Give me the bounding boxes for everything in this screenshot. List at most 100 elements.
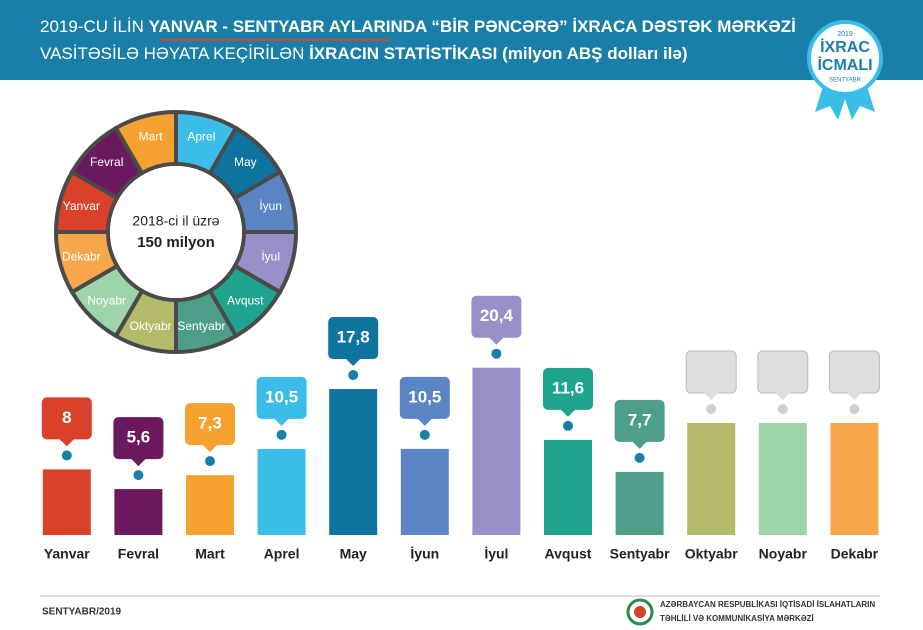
footer-org: TƏHLİLİ VƏ KOMMUNİKASİYA MƏRKƏZİ — [660, 614, 814, 623]
donut: Yanvar Fevral Mart Aprel May İyun İyul AvqustSe… — [53, 109, 299, 355]
title-line-2: VASİTƏSİLƏ HƏYATA KEÇİRİLƏN İXRACIN STAT… — [40, 44, 688, 63]
bubble-dot — [276, 429, 287, 440]
bubble-dot — [205, 456, 215, 467]
bubble-pointer — [703, 392, 720, 400]
x-tick-label: May — [340, 546, 367, 562]
x-tick-label: Aprel — [264, 546, 300, 562]
bubble-pointer — [774, 392, 791, 400]
x-tick-label: Oktyabr — [685, 546, 738, 562]
emblem-center — [634, 606, 646, 618]
badge-text: İXRAC — [820, 38, 870, 56]
header-band — [0, 0, 923, 80]
donut-segment — [53, 230, 120, 295]
placeholder-bar — [758, 423, 807, 535]
title-part: İXRACIN STATİSTİKASI — [309, 44, 497, 63]
value-label: 20,4 — [480, 306, 514, 325]
bubble-dot — [133, 470, 144, 481]
x-tick-label: İyun — [410, 546, 439, 562]
bar — [42, 469, 91, 535]
value-label: 10,5 — [408, 387, 441, 406]
bar — [257, 448, 306, 535]
footer-date: SENTYABR/2019 — [42, 607, 122, 618]
donut-label: May — [234, 155, 257, 169]
bubble — [757, 350, 809, 394]
donut-annotation-value: 150 milyon — [137, 234, 215, 251]
value-label: 5,6 — [127, 428, 151, 447]
bubble-pointer — [846, 392, 863, 400]
badge-year: 2019 — [837, 31, 853, 38]
bubble — [41, 397, 92, 440]
x-tick-label: Avqust — [545, 546, 592, 562]
bubble-dot — [777, 404, 788, 414]
donut-label: Noyabr — [87, 293, 126, 307]
bubble — [828, 350, 880, 394]
footer-org: AZƏRBAYCAN RESPUBLİKASI İQTİSADİ İSLAHAT… — [660, 600, 875, 609]
donut-label: Yanvar — [63, 199, 100, 213]
donut-label: İyul — [261, 250, 280, 264]
bar-chart: Yanvar 8 Fevral 5,6 Mart 7,3 Aprel 10,5 May 17,8 İ… — [41, 295, 880, 562]
value-label: 8 — [62, 408, 71, 427]
bubble-dot — [634, 452, 645, 463]
x-tick-label: Noyabr — [759, 546, 808, 562]
bubble-pointer — [416, 417, 433, 426]
x-tick-label: Fevral — [118, 546, 159, 562]
x-tick-label: Yanvar — [44, 546, 90, 562]
x-tick-label: Mart — [195, 546, 225, 562]
bubble-dot — [348, 370, 359, 381]
bubble-dot — [849, 404, 860, 414]
bubble-pointer — [273, 417, 290, 426]
bar — [400, 448, 449, 535]
bubble — [256, 376, 307, 419]
bubble-pointer — [58, 438, 75, 447]
bubble — [471, 295, 522, 338]
bubble — [543, 367, 593, 410]
donut-label: Oktyabr — [130, 319, 172, 333]
donut-annotation: 2018-ci il üzrə — [132, 213, 219, 229]
x-tick-label: İyul — [484, 546, 508, 562]
bubble-pointer — [130, 458, 147, 467]
donut-label: Dekabr — [62, 250, 101, 264]
bubble — [328, 317, 379, 360]
value-label: 11,6 — [552, 378, 584, 397]
bar — [114, 489, 163, 535]
bubble-dot — [61, 450, 72, 461]
x-tick-label: Sentyabr — [610, 546, 670, 562]
bubble — [113, 417, 164, 460]
bar — [186, 475, 234, 535]
donut-label: Aprel — [187, 130, 215, 144]
bubble-dot — [706, 404, 717, 414]
donut-label: Fevral — [90, 155, 123, 169]
value-label: 10,5 — [265, 387, 298, 406]
title-part: (milyon ABŞ dolları ilə) — [497, 44, 687, 63]
badge-month: SENTYABR — [829, 78, 862, 84]
placeholder-bar — [830, 423, 879, 535]
bubble-pointer — [345, 358, 362, 367]
value-label: 7,3 — [198, 414, 222, 433]
badge-circle — [807, 20, 883, 96]
donut-center — [110, 166, 242, 298]
title-part: YANVAR - SENTYABR AYLARINDA “BİR PƏNCƏRƏ… — [149, 17, 796, 36]
donut-label: Mart — [139, 130, 164, 144]
x-tick-label: Dekabr — [831, 546, 879, 562]
value-label: 17,8 — [337, 328, 370, 347]
bubble-pointer — [202, 444, 218, 453]
title-part: VASİTƏSİLƏ HƏYATA KEÇİRİLƏN — [40, 44, 309, 63]
bubble-pointer — [560, 408, 576, 417]
bubble-dot — [563, 420, 573, 431]
badge-text: İCMALI — [817, 56, 872, 74]
bar — [329, 389, 378, 535]
bubble — [614, 399, 665, 442]
bar — [615, 471, 664, 535]
donut-label: İyun — [259, 199, 282, 213]
bubble-pointer — [488, 336, 505, 345]
bubble-dot — [419, 429, 430, 440]
badge: 2019 İXRAC İCMALI SENTYABR — [807, 20, 883, 120]
bar — [544, 439, 592, 535]
bar — [472, 367, 521, 535]
donut-label: Sentyabr — [177, 319, 225, 333]
bubble-dot — [491, 348, 502, 359]
placeholder-bar — [687, 423, 736, 535]
bubble — [399, 376, 450, 419]
bubble — [185, 403, 235, 446]
